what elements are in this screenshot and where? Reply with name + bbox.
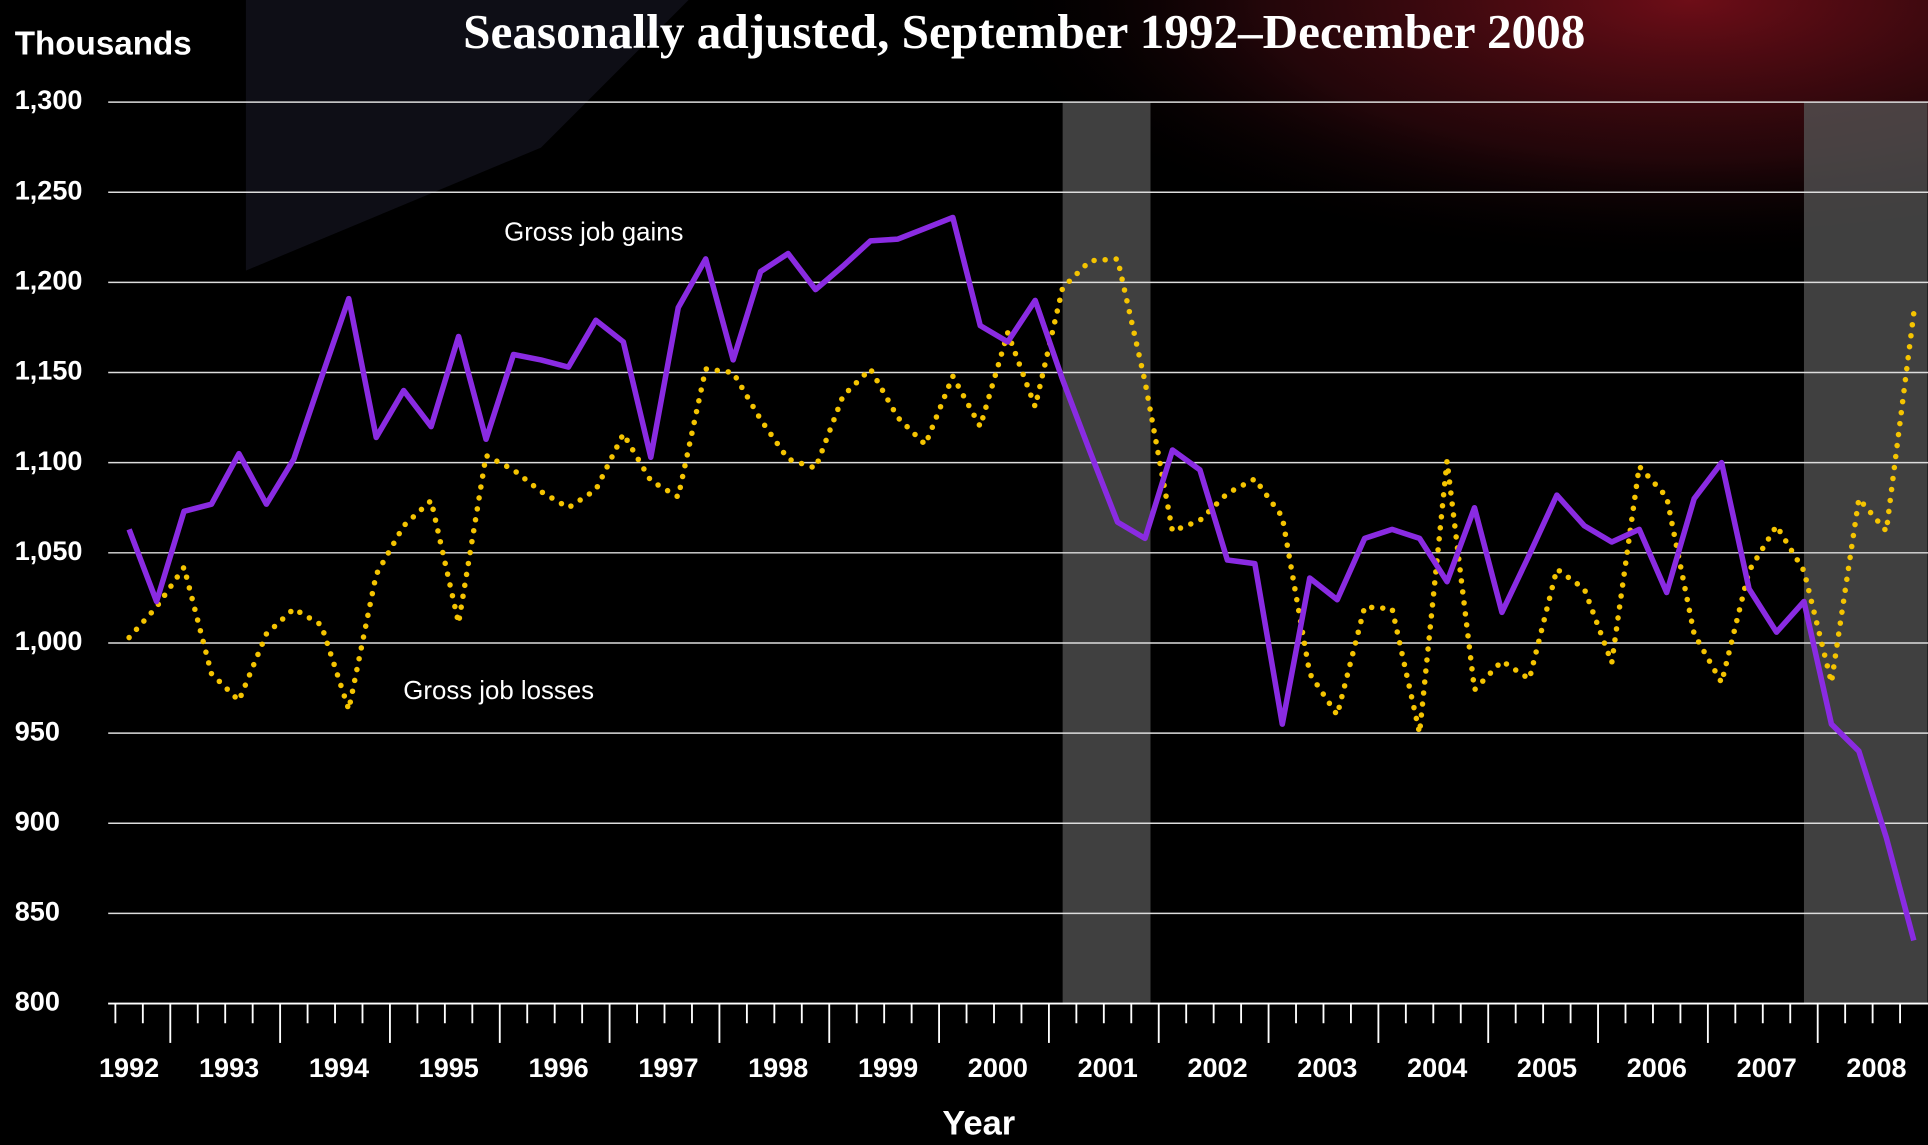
x-tick-label: 1995 (419, 1053, 479, 1083)
y-tick-label: 800 (15, 987, 60, 1017)
x-tick-label: 2002 (1187, 1053, 1247, 1083)
y-tick-label: 1,300 (15, 85, 83, 115)
x-tick-label: 1993 (199, 1053, 259, 1083)
y-tick-label: 1,100 (15, 446, 83, 476)
y-tick-label: 1,000 (15, 626, 83, 656)
x-tick-label: 2005 (1517, 1053, 1577, 1083)
chart-title: Seasonally adjusted, September 1992–Dece… (463, 4, 1585, 59)
background-image (738, 0, 1928, 443)
series-annotation: Gross job gains (504, 218, 683, 246)
x-tick-label: 1997 (638, 1053, 698, 1083)
x-tick-label: 2001 (1078, 1053, 1138, 1083)
x-tick-label: 2000 (968, 1053, 1028, 1083)
y-tick-label: 1,250 (15, 175, 83, 205)
x-tick-label: 2003 (1297, 1053, 1357, 1083)
x-tick-label: 2007 (1737, 1053, 1797, 1083)
y-tick-label: 1,050 (15, 536, 83, 566)
series-annotation: Gross job losses (403, 677, 594, 705)
y-tick-label: 850 (15, 897, 60, 927)
y-tick-label: 950 (15, 716, 60, 746)
x-tick-label: 2006 (1627, 1053, 1687, 1083)
x-tick-label: 2004 (1407, 1053, 1467, 1083)
x-tick-label: 1998 (748, 1053, 808, 1083)
x-axis-label: Year (942, 1104, 1015, 1142)
x-tick-label: 2008 (1846, 1053, 1906, 1083)
y-axis-label: Thousands (15, 25, 192, 62)
y-tick-label: 1,200 (15, 266, 83, 296)
y-tick-label: 1,150 (15, 356, 83, 386)
x-tick-label: 1994 (309, 1053, 369, 1083)
body: Seasonally adjusted, September 1992–Dece… (0, 0, 1928, 1145)
x-tick-label: 1999 (858, 1053, 918, 1083)
x-tick-label: 1992 (99, 1053, 159, 1083)
chart: Seasonally adjusted, September 1992–Dece… (0, 0, 1928, 1145)
y-tick-label: 900 (15, 806, 60, 836)
page: {"chart_data": {"type": "line", "title":… (0, 0, 1928, 1145)
x-tick-label: 1996 (528, 1053, 588, 1083)
